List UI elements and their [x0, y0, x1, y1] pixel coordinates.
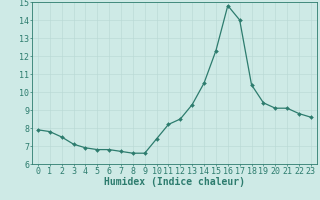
- X-axis label: Humidex (Indice chaleur): Humidex (Indice chaleur): [104, 177, 245, 187]
